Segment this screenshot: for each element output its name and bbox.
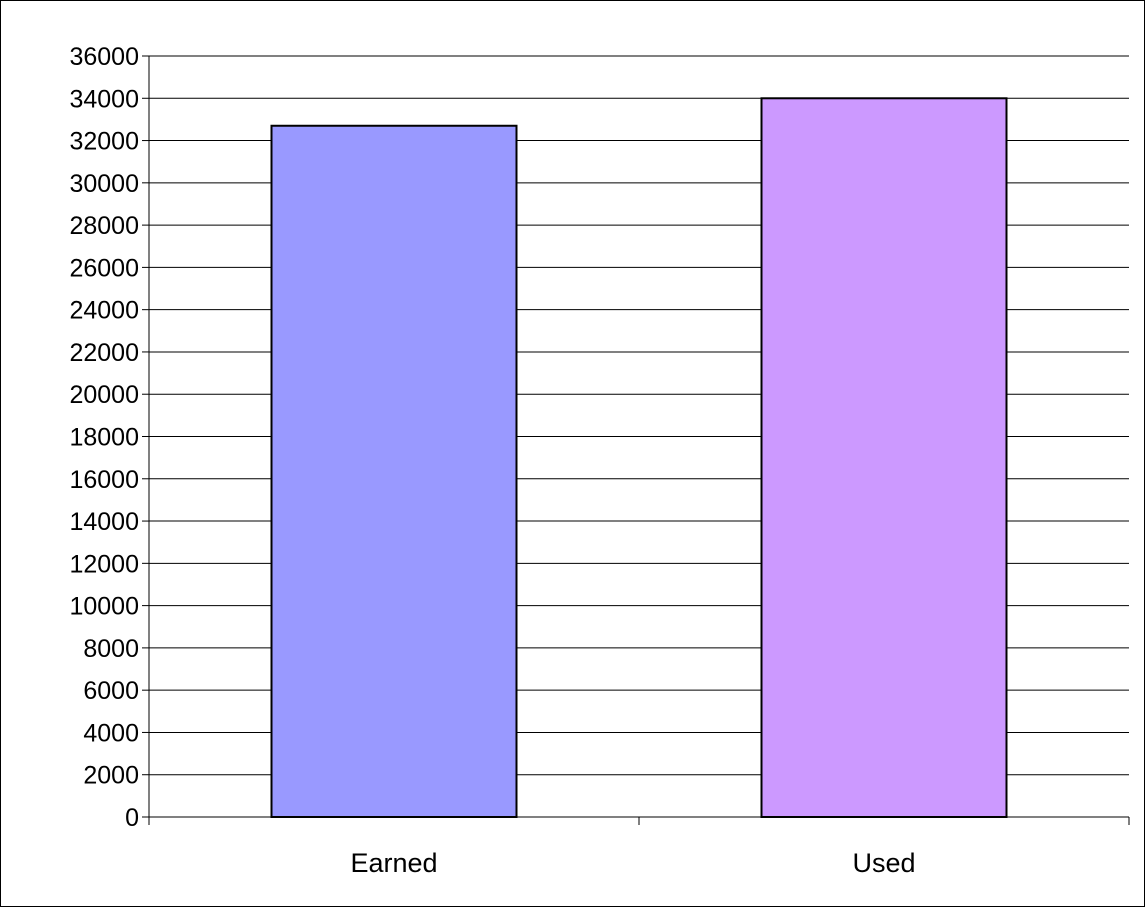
y-tick-label: 2000: [83, 762, 139, 790]
bar-used: [760, 97, 1008, 819]
labels: 0 2000 4000 6000 8000 10000 12000 14000 16000 180…: [69, 43, 915, 878]
y-tick-label: 8000: [83, 635, 139, 663]
y-tick-label: 28000: [69, 212, 139, 240]
y-tick-label: 4000: [83, 719, 139, 747]
y-tick-label: 34000: [69, 85, 139, 113]
y-tick-label: 18000: [69, 424, 139, 452]
bar-earned: [270, 124, 518, 818]
y-tick-label: 30000: [69, 170, 139, 198]
y-tick-label: 12000: [69, 550, 139, 578]
y-tick-label: 14000: [69, 508, 139, 536]
y-tick-label: 0: [125, 804, 139, 832]
y-tick-label: 24000: [69, 297, 139, 325]
y-tick-label: 20000: [69, 381, 139, 409]
y-tick-label: 16000: [69, 466, 139, 494]
y-tick-label: 22000: [69, 339, 139, 367]
x-category-label: Earned: [350, 848, 437, 878]
y-tick-label: 10000: [69, 593, 139, 621]
y-tick-label: 26000: [69, 254, 139, 282]
y-tick-label: 32000: [69, 128, 139, 156]
y-tick-label: 6000: [83, 677, 139, 705]
axes: [142, 55, 1130, 825]
y-tick-label: 36000: [69, 43, 139, 71]
bars: [270, 97, 1008, 819]
x-category-label: Used: [852, 848, 915, 878]
